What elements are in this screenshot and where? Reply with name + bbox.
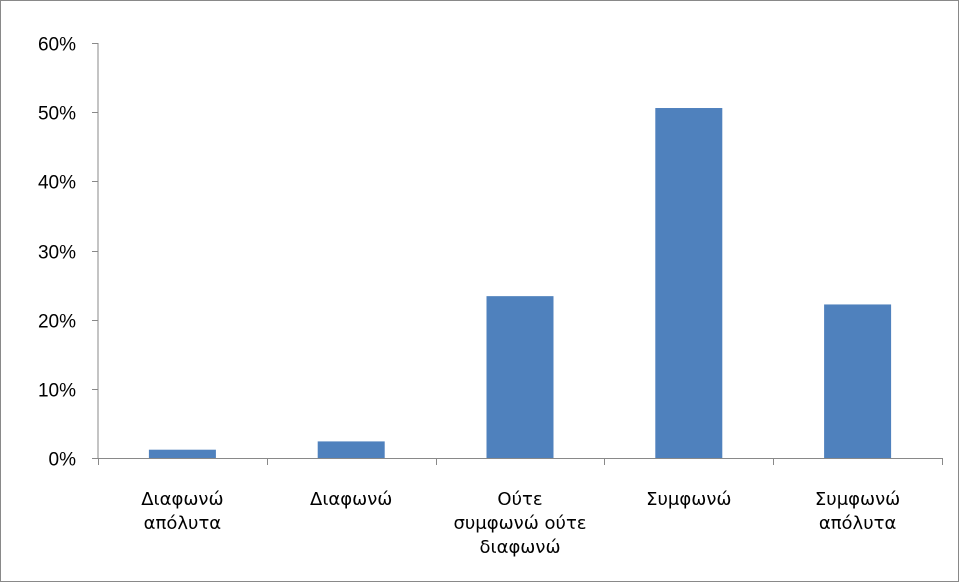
- x-category-label: Διαφωνώ: [310, 489, 392, 510]
- x-category-label: Ούτε συμφωνώ ούτε διαφωνώ: [453, 489, 586, 558]
- x-category-label: Συμφωνώ: [646, 489, 731, 510]
- x-category-label: Διαφωνώ απόλυτα: [141, 489, 223, 534]
- bar: [486, 296, 554, 458]
- y-axis: 0% 10% 20% 30% 40% 50% 60%: [38, 35, 99, 471]
- x-category-label-line: απόλυτα: [819, 513, 896, 534]
- y-tick-label: 10%: [38, 381, 76, 402]
- y-tick-label: 0%: [49, 450, 77, 471]
- x-category-label-line: Διαφωνώ: [310, 489, 392, 510]
- bar-series: [148, 108, 892, 459]
- x-category-label-line: Ούτε: [497, 489, 542, 510]
- x-category-label-line: Διαφωνώ: [141, 489, 223, 510]
- y-tick-label: 60%: [38, 35, 76, 56]
- bar: [655, 108, 723, 459]
- x-category-label-line: Συμφωνώ: [646, 489, 731, 510]
- bar: [317, 441, 385, 458]
- bar: [148, 449, 216, 458]
- y-tick-label: 50%: [38, 104, 76, 125]
- y-tick-label: 20%: [38, 312, 76, 333]
- bar: [824, 304, 892, 458]
- x-category-label-line: Συμφωνώ: [815, 489, 900, 510]
- y-tick-label: 30%: [38, 243, 76, 264]
- x-category-label-line: διαφωνώ: [479, 537, 560, 558]
- x-category-label-line: συμφωνώ ούτε: [453, 513, 586, 534]
- x-category-label: Συμφωνώ απόλυτα: [815, 489, 900, 534]
- x-axis: Διαφωνώ απόλυτα Διαφωνώ Ούτε συμφωνώ ούτε δια…: [98, 458, 943, 558]
- x-category-label-line: απόλυτα: [144, 513, 221, 534]
- y-tick-label: 40%: [38, 173, 76, 194]
